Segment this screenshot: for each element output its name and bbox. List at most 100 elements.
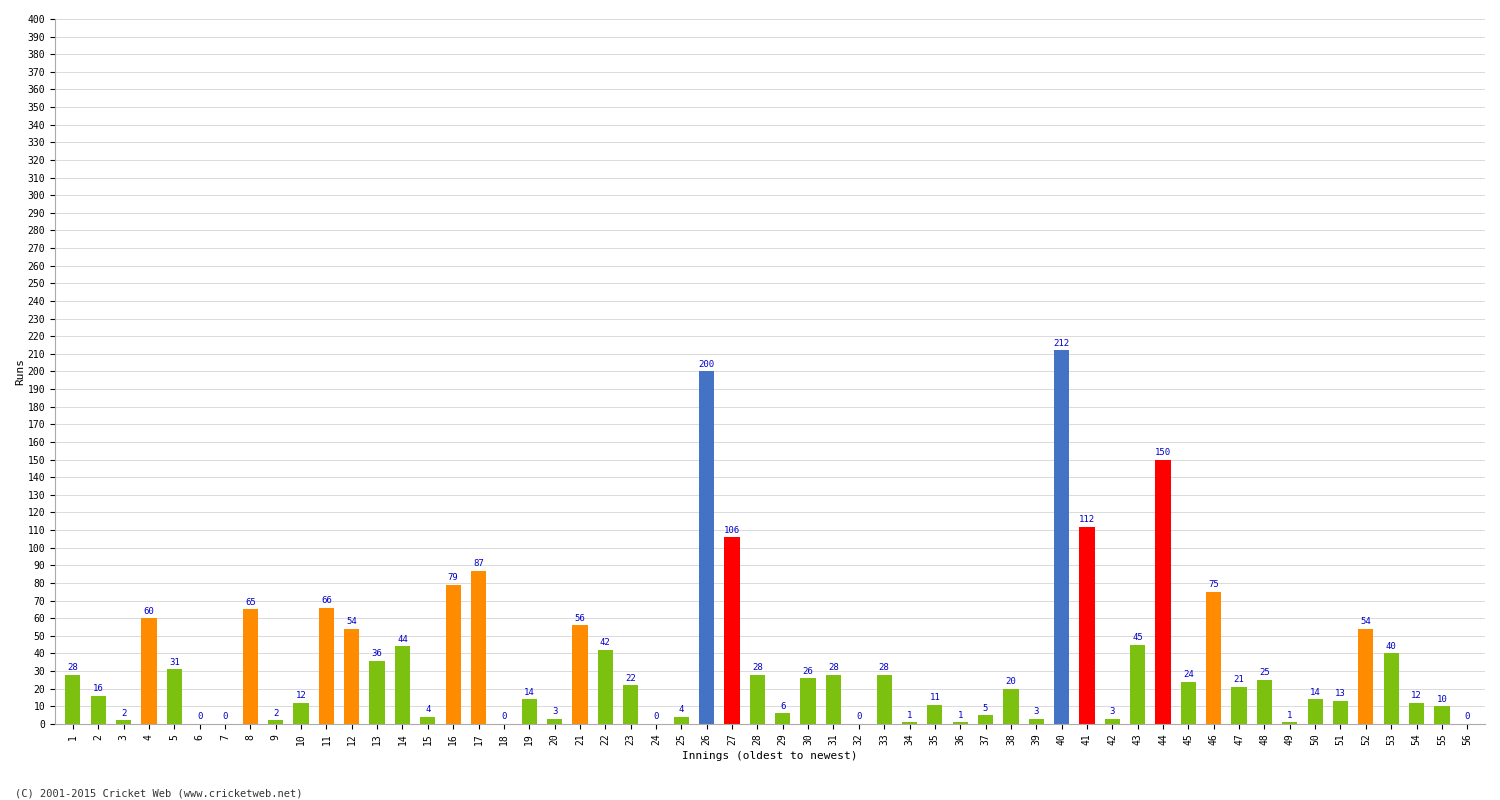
Text: 60: 60 <box>144 606 154 615</box>
Bar <box>394 646 410 724</box>
Text: 11: 11 <box>930 693 940 702</box>
Text: 28: 28 <box>752 663 764 672</box>
Bar <box>1257 680 1272 724</box>
Bar <box>1308 699 1323 724</box>
Bar <box>90 696 106 724</box>
Text: 1: 1 <box>957 710 963 719</box>
Bar <box>1408 703 1424 724</box>
Text: 1: 1 <box>908 710 912 719</box>
Text: 0: 0 <box>856 712 861 722</box>
Text: 150: 150 <box>1155 448 1172 457</box>
Bar <box>320 608 334 724</box>
Text: 87: 87 <box>472 559 484 568</box>
Text: 28: 28 <box>879 663 890 672</box>
Bar <box>750 674 765 724</box>
Text: 21: 21 <box>1233 675 1245 684</box>
Bar <box>902 722 916 724</box>
Bar <box>471 570 486 724</box>
Text: 4: 4 <box>678 706 684 714</box>
Bar <box>369 661 384 724</box>
Bar <box>1358 629 1374 724</box>
Y-axis label: Runs: Runs <box>15 358 26 385</box>
Text: 0: 0 <box>196 712 202 722</box>
Bar <box>776 714 790 724</box>
Bar <box>1080 526 1095 724</box>
Text: 10: 10 <box>1437 694 1448 704</box>
Text: 36: 36 <box>372 649 382 658</box>
Bar <box>141 618 156 724</box>
Text: 44: 44 <box>398 634 408 644</box>
Bar <box>446 585 460 724</box>
Text: 3: 3 <box>1110 707 1114 716</box>
Bar <box>1232 687 1246 724</box>
Bar <box>1206 592 1221 724</box>
Text: 54: 54 <box>346 617 357 626</box>
Bar <box>622 685 638 724</box>
Text: 112: 112 <box>1078 515 1095 524</box>
Text: 12: 12 <box>1412 691 1422 700</box>
Text: 6: 6 <box>780 702 786 710</box>
Text: 0: 0 <box>654 712 658 722</box>
Text: 3: 3 <box>552 707 558 716</box>
Text: 2: 2 <box>122 709 126 718</box>
Text: 0: 0 <box>501 712 507 722</box>
Text: 26: 26 <box>802 666 813 675</box>
Bar <box>166 670 182 724</box>
Text: 16: 16 <box>93 684 104 693</box>
Bar <box>268 721 284 724</box>
Bar <box>344 629 360 724</box>
Text: 5: 5 <box>982 703 988 713</box>
Bar <box>1104 718 1120 724</box>
Text: 54: 54 <box>1360 617 1371 626</box>
Text: 31: 31 <box>170 658 180 666</box>
Bar <box>699 371 714 724</box>
Text: (C) 2001-2015 Cricket Web (www.cricketweb.net): (C) 2001-2015 Cricket Web (www.cricketwe… <box>15 788 303 798</box>
Text: 56: 56 <box>574 614 585 622</box>
Bar <box>548 718 562 724</box>
Bar <box>243 610 258 724</box>
Text: 79: 79 <box>448 573 459 582</box>
Bar <box>420 717 435 724</box>
Text: 200: 200 <box>699 360 714 369</box>
Text: 75: 75 <box>1209 580 1219 589</box>
Text: 40: 40 <box>1386 642 1396 651</box>
Text: 28: 28 <box>68 663 78 672</box>
Bar <box>1130 645 1146 724</box>
Text: 0: 0 <box>222 712 228 722</box>
Text: 14: 14 <box>1310 688 1320 697</box>
Bar <box>978 715 993 724</box>
Text: 66: 66 <box>321 596 332 605</box>
Bar <box>674 717 688 724</box>
Bar <box>1029 718 1044 724</box>
Text: 24: 24 <box>1184 670 1194 679</box>
Bar <box>724 537 740 724</box>
Bar <box>1383 654 1400 724</box>
Bar <box>522 699 537 724</box>
Text: 42: 42 <box>600 638 610 647</box>
Text: 25: 25 <box>1258 668 1270 678</box>
Bar <box>116 721 130 724</box>
Bar <box>827 674 842 724</box>
Bar <box>876 674 892 724</box>
Text: 22: 22 <box>626 674 636 682</box>
Text: 2: 2 <box>273 709 279 718</box>
Bar <box>1004 689 1019 724</box>
Bar <box>1334 701 1348 724</box>
Text: 212: 212 <box>1053 338 1070 348</box>
Text: 106: 106 <box>724 526 740 534</box>
Text: 45: 45 <box>1132 633 1143 642</box>
Bar <box>1155 460 1170 724</box>
Bar <box>801 678 816 724</box>
Text: 20: 20 <box>1005 677 1017 686</box>
X-axis label: Innings (oldest to newest): Innings (oldest to newest) <box>682 751 858 761</box>
Bar <box>1282 722 1298 724</box>
Text: 65: 65 <box>244 598 255 606</box>
Bar <box>927 705 942 724</box>
Text: 28: 28 <box>828 663 839 672</box>
Bar <box>1054 350 1070 724</box>
Bar <box>294 703 309 724</box>
Text: 13: 13 <box>1335 690 1346 698</box>
Text: 0: 0 <box>1464 712 1470 722</box>
Bar <box>952 722 968 724</box>
Bar <box>597 650 613 724</box>
